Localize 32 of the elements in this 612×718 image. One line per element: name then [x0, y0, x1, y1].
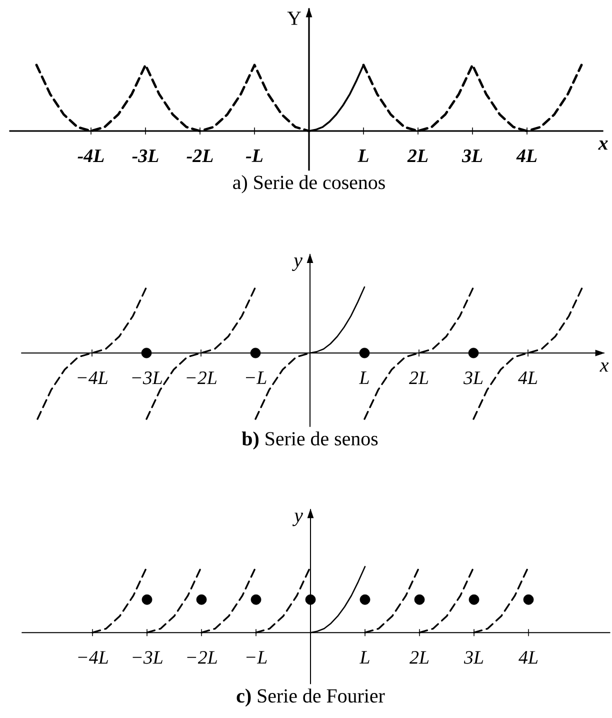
x-tick-label: −L — [246, 372, 266, 384]
x-tick-label: −3L — [132, 651, 162, 664]
text: c) Serie de Fourier — [236, 688, 385, 707]
x-tick-label: L — [360, 651, 370, 664]
y-axis-title: y — [292, 512, 303, 526]
x-tick-label: 4L — [518, 651, 538, 664]
x-tick-label: -L — [246, 150, 263, 162]
x-tick-label: 2L — [410, 651, 429, 664]
text: b) Serie de senos — [242, 431, 378, 450]
x-tick-label: 2L — [409, 372, 428, 384]
x-axis-title: x — [600, 362, 609, 372]
x-axis-title: x — [598, 140, 608, 150]
x-tick-label: −2L — [186, 372, 216, 384]
x-tick-label: −4L — [78, 651, 108, 664]
x-tick-label: 4L — [518, 372, 538, 384]
x-tick-label: L — [359, 372, 369, 384]
x-tick-label: −L — [246, 651, 267, 664]
x-tick-label: L — [358, 150, 368, 162]
x-tick-label: −3L — [132, 372, 162, 384]
x-tick-label: −4L — [78, 372, 108, 384]
y-axis-title: y — [292, 258, 302, 271]
y-axis-title: Y — [287, 12, 301, 25]
x-tick-label: -3L — [132, 150, 158, 162]
x-tick-label: -2L — [186, 150, 213, 162]
x-tick-label: 3L — [464, 651, 484, 664]
x-tick-label: 3L — [462, 150, 482, 162]
x-tick-label: -4L — [78, 150, 104, 162]
x-tick-label: −2L — [187, 651, 217, 664]
text: a) Serie de cosenos — [233, 175, 385, 194]
x-tick-label: 3L — [463, 372, 483, 384]
x-tick-label: 2L — [407, 150, 428, 162]
x-tick-label: 4L — [516, 150, 537, 162]
